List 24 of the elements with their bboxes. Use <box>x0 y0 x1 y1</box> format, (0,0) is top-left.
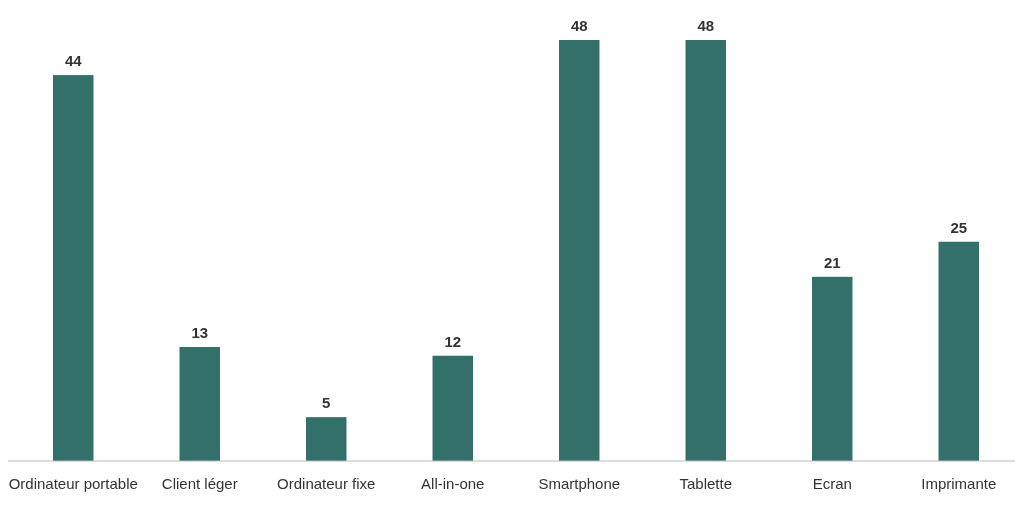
data-label: 48 <box>697 17 715 34</box>
x-tick-label: Ordinateur portable <box>8 475 138 492</box>
data-label: 21 <box>823 253 841 271</box>
data-label: 12 <box>444 332 462 350</box>
bar <box>432 355 473 461</box>
x-tick-label: Ordinateur fixe <box>277 475 376 492</box>
x-tick-label: Smartphone <box>538 475 621 492</box>
bar <box>938 241 979 461</box>
bar <box>306 417 347 461</box>
data-label: 13 <box>191 323 209 341</box>
bar <box>179 346 220 461</box>
data-label: 5 <box>322 394 331 412</box>
x-tick-label: Imprimante <box>921 475 997 492</box>
x-tick-label: Tablette <box>679 475 733 492</box>
data-label: 44 <box>64 52 83 70</box>
bar <box>685 40 726 461</box>
bar <box>559 40 600 461</box>
bar <box>53 75 94 461</box>
x-tick-label: Client léger <box>161 475 238 492</box>
x-tick-label: All-in-one <box>421 475 485 492</box>
data-label: 25 <box>950 218 968 236</box>
bar <box>812 276 853 461</box>
x-tick-label: Ecran <box>812 475 852 492</box>
data-label: 48 <box>570 17 588 34</box>
